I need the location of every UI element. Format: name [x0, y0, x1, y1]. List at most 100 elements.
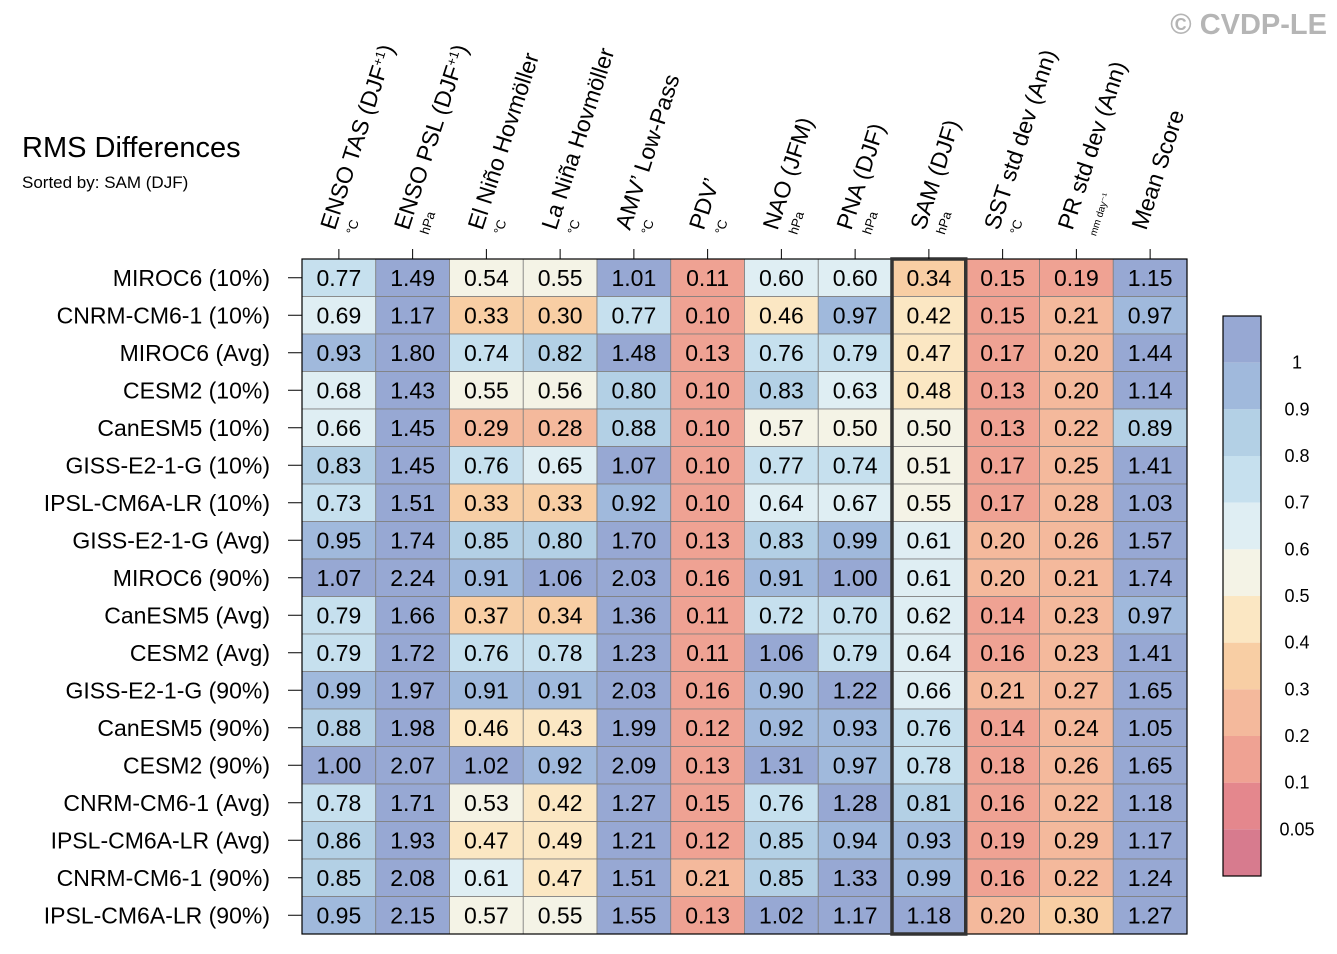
- colorbar-segment: [1223, 409, 1261, 456]
- cell-value: 1.27: [611, 790, 656, 816]
- cell-value: 0.15: [685, 790, 730, 816]
- cell-value: 1.93: [390, 827, 435, 853]
- column-unit: °C: [343, 218, 362, 237]
- heatmap-cell: [1039, 296, 1114, 335]
- cell-value: 0.61: [906, 527, 951, 553]
- colorbar-label: 0.5: [1284, 586, 1309, 606]
- column-unit: hPa: [933, 209, 955, 236]
- cell-value: 1.18: [1128, 790, 1173, 816]
- heatmap-cell: [1112, 371, 1188, 410]
- cell-value: 0.43: [538, 715, 583, 741]
- heatmap-cell: [522, 671, 598, 710]
- heatmap-cell: [596, 858, 672, 897]
- row-label: GISS-E2-1-G (90%): [66, 677, 271, 703]
- heatmap-cell: [965, 746, 1040, 785]
- heatmap-cell: [744, 446, 819, 485]
- column-label-text: SST std dev (Ann): [979, 46, 1062, 232]
- colorbar-label: 0.6: [1284, 539, 1309, 559]
- heatmap-cell: [449, 708, 524, 747]
- row-label: CESM2 (Avg): [130, 640, 270, 666]
- cell-value: 0.66: [316, 415, 361, 441]
- heatmap-cell: [522, 596, 598, 635]
- cell-value: 1.01: [611, 265, 656, 291]
- cell-value: 0.79: [316, 640, 361, 666]
- colorbar-segment: [1223, 549, 1261, 596]
- column-unit: °C: [491, 218, 510, 237]
- cell-value: 0.76: [464, 640, 509, 666]
- cell-value: 0.14: [980, 602, 1025, 628]
- cell-value: 1.80: [390, 340, 435, 366]
- heatmap-cell: [1039, 821, 1114, 860]
- heatmap-cell: [891, 371, 967, 410]
- cell-value: 1.74: [1128, 565, 1173, 591]
- cell-value: 1.72: [390, 640, 435, 666]
- cell-value: 1.45: [390, 452, 435, 478]
- cell-value: 0.16: [685, 677, 730, 703]
- cell-value: 1.28: [833, 790, 878, 816]
- heatmap-cell: [744, 596, 819, 635]
- column-label-text: ENSO PSL (DJF+1): [389, 41, 473, 232]
- cell-value: 0.78: [906, 752, 951, 778]
- heatmap-cell: [1112, 558, 1188, 597]
- cell-value: 0.97: [1128, 602, 1173, 628]
- colorbar-label: 0.05: [1279, 819, 1314, 839]
- colorbar: 1 0.9 0.8 0.7 0.6 0.5 0.4 0.3 0.2 0.1 0.05: [1222, 315, 1315, 877]
- heatmap-cell: [670, 333, 745, 372]
- heatmap-cell: [375, 783, 450, 822]
- cell-value: 0.16: [685, 565, 730, 591]
- cell-value: 0.93: [316, 340, 361, 366]
- cell-value: 0.70: [833, 602, 878, 628]
- heatmap-cell: [301, 821, 377, 860]
- cell-value: 0.76: [759, 340, 804, 366]
- heatmap-cell: [670, 296, 745, 335]
- heatmap-cell: [670, 671, 745, 710]
- heatmap-cell: [449, 783, 524, 822]
- cell-value: 0.22: [1054, 790, 1099, 816]
- heatmap-cell: [891, 708, 967, 747]
- cell-value: 0.13: [685, 902, 730, 928]
- cell-value: 0.16: [980, 640, 1025, 666]
- cell-value: 0.85: [464, 527, 509, 553]
- column-label-text: NAO (JFM): [757, 114, 818, 233]
- heatmap-cell: [965, 858, 1040, 897]
- cell-value: 1.00: [316, 752, 361, 778]
- heatmap-cell: [1112, 783, 1188, 822]
- heatmap-cell: [817, 558, 893, 597]
- cell-value: 0.55: [538, 265, 583, 291]
- heatmap-cell: [449, 596, 524, 635]
- heatmap-cell: [522, 708, 598, 747]
- cell-value: 0.64: [759, 490, 804, 516]
- heatmap-cell: [817, 483, 893, 522]
- column-label-text: AMV’ Low-Pass: [610, 71, 685, 233]
- cell-value: 0.34: [538, 602, 583, 628]
- heatmap-cell: [965, 821, 1040, 860]
- heatmap-cell: [449, 296, 524, 335]
- cell-value: 0.62: [906, 602, 951, 628]
- heatmap-cell: [449, 896, 524, 935]
- row-label: MIROC6 (10%): [113, 265, 270, 291]
- column-label-text: El Niño Hovmöller: [462, 49, 544, 232]
- colorbar-segment: [1223, 316, 1261, 363]
- heatmap-cell: [301, 671, 377, 710]
- heatmap-cell: [375, 521, 450, 560]
- heatmap-cell: [596, 296, 672, 335]
- cell-value: 0.12: [685, 715, 730, 741]
- heatmap-cell: [1112, 596, 1188, 635]
- colorbar-label: 0.1: [1284, 773, 1309, 793]
- heatmap-cell: [744, 371, 819, 410]
- cell-value: 1.21: [611, 827, 656, 853]
- cell-value: 0.99: [316, 677, 361, 703]
- cell-value: 1.65: [1128, 752, 1173, 778]
- heatmap-cell: [522, 483, 598, 522]
- heatmap-cell: [1039, 371, 1114, 410]
- cell-value: 1.49: [390, 265, 435, 291]
- heatmap-cell: [1112, 671, 1188, 710]
- cell-value: 0.54: [464, 265, 509, 291]
- heatmap-cell: [744, 783, 819, 822]
- column-unit: hPa: [786, 209, 808, 236]
- cell-value: 0.85: [759, 865, 804, 891]
- heatmap-cell: [891, 858, 967, 897]
- heatmap-cell: [449, 521, 524, 560]
- cell-value: 1.27: [1128, 902, 1173, 928]
